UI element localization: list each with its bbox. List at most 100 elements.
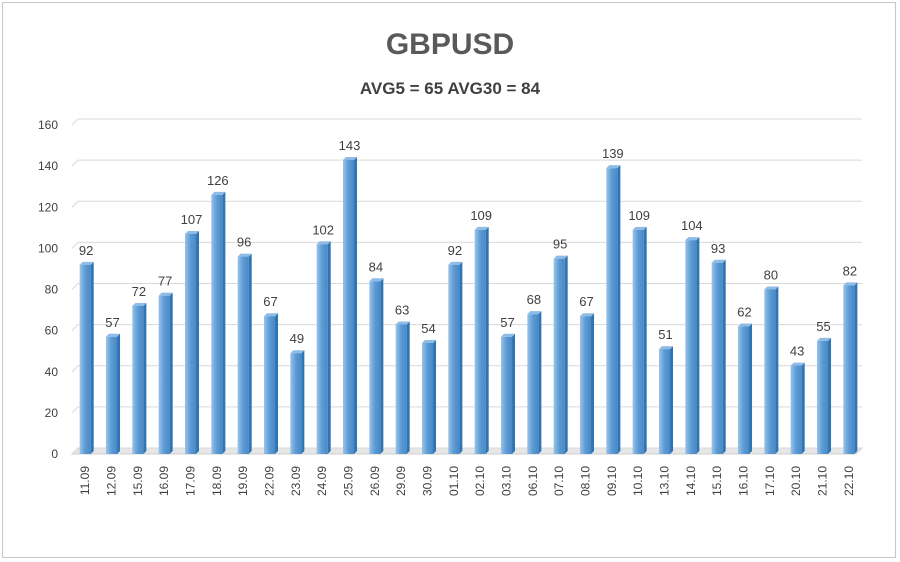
y-tick-label: 140 <box>38 159 58 173</box>
bar-top <box>369 278 384 282</box>
bar-top <box>685 237 700 241</box>
bar-side <box>775 286 779 454</box>
data-label: 96 <box>237 235 251 250</box>
bar <box>132 305 144 454</box>
bar-top <box>79 261 94 265</box>
data-label: 82 <box>843 263 857 278</box>
y-tick-label: 100 <box>38 241 58 255</box>
bar-side <box>301 350 305 454</box>
bar-top <box>579 313 595 317</box>
x-tick-label: 01.10 <box>447 466 461 496</box>
x-tick-label: 07.10 <box>552 466 566 496</box>
bar-side <box>275 313 279 454</box>
gridline <box>71 324 862 331</box>
bar <box>790 365 802 454</box>
x-tick-label: 17.09 <box>184 466 198 496</box>
x-tick-label: 09.10 <box>605 466 619 496</box>
bar-top <box>211 191 226 195</box>
bar-top <box>658 346 674 350</box>
data-label: 95 <box>553 237 567 252</box>
x-tick-label: 25.09 <box>342 466 356 496</box>
gridline <box>71 283 862 290</box>
x-tick-label: 06.10 <box>526 466 540 496</box>
data-label: 104 <box>681 218 703 233</box>
bar <box>342 159 355 455</box>
bar-side <box>117 333 121 454</box>
bar-side <box>143 302 147 454</box>
bar-side <box>617 165 621 454</box>
bar-top <box>606 165 621 169</box>
data-label: 57 <box>500 315 514 330</box>
x-tick-label: 02.10 <box>473 466 487 496</box>
bar-side <box>90 261 94 454</box>
gridline <box>71 159 862 167</box>
bar-top <box>105 333 121 337</box>
bar <box>290 353 302 454</box>
bar-side <box>485 226 489 454</box>
data-label: 57 <box>105 315 119 330</box>
bar-top <box>790 362 805 366</box>
bar <box>79 264 91 454</box>
bar <box>421 342 434 454</box>
data-label: 63 <box>395 302 409 317</box>
bar-side <box>670 346 674 454</box>
bar <box>184 233 197 454</box>
data-label: 43 <box>790 344 804 359</box>
bar-top <box>474 226 489 230</box>
bar-top <box>500 333 516 337</box>
bar-top <box>527 311 542 315</box>
x-tick-label: 29.09 <box>394 466 408 496</box>
bar <box>711 262 723 454</box>
x-tick-label: 21.10 <box>816 466 830 496</box>
bar-side <box>327 241 331 454</box>
data-label: 126 <box>207 173 229 188</box>
data-label: 109 <box>470 208 492 223</box>
bar-side <box>248 253 252 454</box>
gridline <box>71 406 862 414</box>
bar <box>237 256 249 454</box>
x-tick-label: 30.09 <box>421 466 435 496</box>
bar-top <box>448 261 463 265</box>
bar-side <box>222 191 226 454</box>
bar-side <box>196 230 200 454</box>
bar-top <box>711 259 726 263</box>
bar-top <box>421 339 437 343</box>
bar-side <box>354 156 358 455</box>
data-label: 143 <box>339 138 361 153</box>
bar <box>474 229 486 454</box>
data-label: 84 <box>369 259 383 274</box>
x-tick-label: 15.10 <box>710 466 724 496</box>
x-tick-label: 11.09 <box>78 466 92 495</box>
bar <box>263 316 276 454</box>
data-label: 51 <box>658 327 672 342</box>
gridline <box>71 241 862 249</box>
x-tick-label: 17.10 <box>763 466 777 496</box>
bar-side <box>854 282 858 454</box>
bar-side <box>538 311 542 454</box>
bar-top <box>316 241 331 245</box>
x-tick-label: 08.10 <box>579 466 593 496</box>
bar-top <box>237 253 252 257</box>
bar-top <box>290 350 305 354</box>
y-tick-label: 40 <box>45 365 59 379</box>
data-label: 93 <box>711 241 725 256</box>
bar-top <box>764 286 779 290</box>
data-label: 109 <box>628 208 650 223</box>
bar <box>632 229 644 454</box>
bar <box>395 324 407 454</box>
bar <box>369 281 381 454</box>
data-label: 67 <box>263 294 277 309</box>
y-tick-label: 120 <box>38 200 58 214</box>
bar <box>448 264 460 454</box>
bar-side <box>380 278 384 454</box>
bar-side <box>591 313 595 454</box>
bar <box>211 194 223 454</box>
x-tick-label: 18.09 <box>210 466 224 496</box>
gridline <box>71 365 862 373</box>
data-label: 92 <box>448 243 462 258</box>
y-tick-label: 0 <box>51 447 58 461</box>
bar-side <box>696 237 700 454</box>
y-tick-label: 20 <box>45 406 59 420</box>
bar <box>737 326 750 454</box>
